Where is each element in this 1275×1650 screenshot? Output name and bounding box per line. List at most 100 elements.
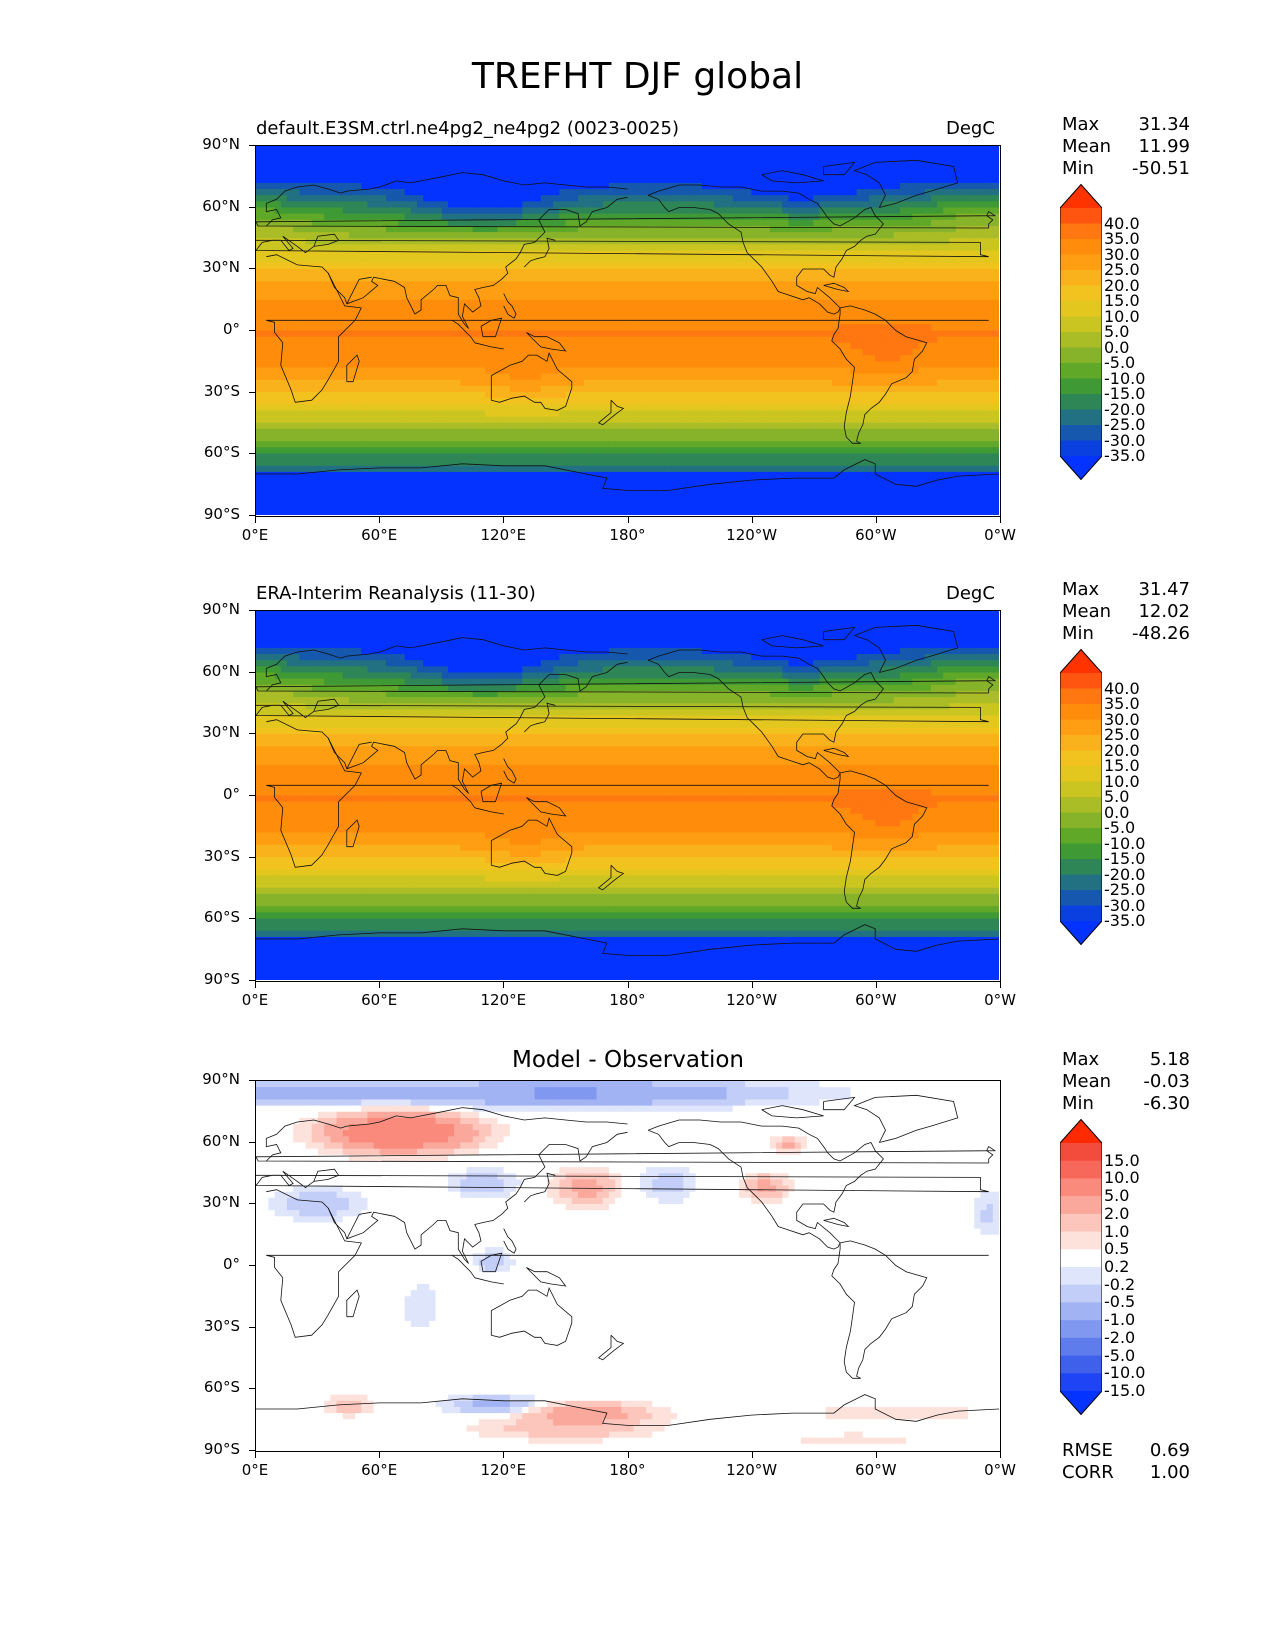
colorbar-tick-label: -30.0 — [1104, 432, 1145, 449]
lon-tick-label: 60°W — [836, 1461, 916, 1479]
lon-tick — [1000, 517, 1001, 523]
lon-tick — [751, 1452, 753, 1458]
colorbar-segment — [1060, 859, 1102, 876]
coastline — [480, 782, 503, 803]
colorbar-segment — [1060, 1302, 1102, 1321]
colorbar-segment — [1060, 1196, 1102, 1215]
lat-tick — [249, 453, 255, 455]
colorbar-segment — [1060, 843, 1102, 860]
colorbar-outline — [1060, 184, 1102, 480]
max-label: Max — [1062, 114, 1099, 136]
lon-tick-label: 120°W — [712, 526, 792, 544]
colorbar-tick-label: -35.0 — [1104, 448, 1145, 464]
min-value: -48.26 — [1132, 623, 1190, 645]
colorbar-tick-label: -2.0 — [1104, 1329, 1135, 1346]
coastline — [823, 1096, 856, 1111]
colorbar-outline — [1060, 649, 1102, 945]
colorbar-segment — [1060, 440, 1102, 457]
colorbar-segment — [1060, 1320, 1102, 1339]
colorbar-tick-label: -5.0 — [1104, 355, 1135, 371]
colorbar-tick-label: -10.0 — [1104, 370, 1145, 387]
lon-tick-label: 120°W — [712, 1461, 792, 1479]
lat-tick-label: 30°S — [180, 1317, 240, 1335]
colorbar-segment — [1060, 812, 1102, 829]
colorbar-segment — [1060, 688, 1102, 705]
max-value: 31.47 — [1138, 579, 1190, 601]
lon-tick — [503, 517, 505, 523]
panel-model: default.E3SM.ctrl.ne4pg2_ne4pg2 (0023-00… — [0, 114, 1275, 578]
colorbar-tick-label: 10.0 — [1104, 773, 1140, 790]
panel-diff-title: Model - Observation — [255, 1047, 1001, 1073]
lon-tick-label: 120°W — [712, 991, 792, 1009]
coastline — [526, 332, 567, 352]
coastline — [853, 159, 959, 208]
coastline — [526, 1267, 567, 1287]
lon-tick-label: 120°E — [463, 1461, 543, 1479]
coastline — [597, 864, 625, 891]
coastlines — [256, 1094, 999, 1426]
colorbar-segment — [1060, 409, 1102, 426]
lat-tick-label: 30°S — [180, 847, 240, 865]
map-model — [255, 145, 1001, 517]
coastline — [823, 626, 856, 641]
lon-tick — [255, 1452, 256, 1458]
colorbar-segment — [1060, 1267, 1102, 1286]
lat-tick-label: 0° — [180, 320, 240, 338]
coastline — [823, 282, 850, 293]
lon-tick-label: 60°E — [339, 1461, 419, 1479]
colorbar-tick-label: 5.0 — [1104, 1188, 1129, 1204]
coastline — [346, 819, 360, 848]
colorbar-segment — [1060, 1284, 1102, 1304]
lon-tick-label: 0°E — [215, 526, 295, 544]
colorbar-tick-label: -0.5 — [1104, 1294, 1135, 1310]
coastline — [524, 237, 556, 268]
lat-tick-label: 90°S — [180, 505, 240, 523]
colorbar-segment — [1060, 223, 1102, 240]
colorbar-tick-label: -1.0 — [1104, 1312, 1135, 1328]
lat-tick — [249, 733, 255, 735]
colorbar-segment — [1060, 378, 1102, 395]
colorbar-extend-max — [1060, 649, 1102, 673]
map-diff — [255, 1080, 1001, 1452]
lon-tick — [751, 982, 753, 988]
coastline — [265, 1115, 397, 1162]
colorbar-tick-label: -5.0 — [1104, 820, 1135, 836]
colorbar-segment — [1060, 270, 1102, 287]
lon-tick-label: 60°W — [836, 991, 916, 1009]
min-value: -6.30 — [1143, 1093, 1190, 1115]
mean-label: Mean — [1062, 136, 1111, 158]
lat-tick-label: 0° — [180, 785, 240, 803]
colorbar-tick-label: 30.0 — [1104, 711, 1140, 728]
stats-obs: Max 31.47 Mean 12.02 Min -48.26 — [1062, 579, 1190, 645]
coastline — [853, 624, 959, 673]
lat-tick-label: 90°S — [180, 970, 240, 988]
lat-tick — [249, 1203, 255, 1205]
colorbar-tick-label: -15.0 — [1104, 386, 1145, 402]
lon-tick — [379, 517, 381, 523]
lon-tick-label: 0°W — [960, 526, 1040, 544]
lat-tick-label: 90°S — [180, 1440, 240, 1458]
lat-tick — [249, 795, 255, 796]
colorbar-tick-label: 25.0 — [1104, 262, 1140, 278]
colorbar-segment — [1060, 890, 1102, 907]
colorbar-diff — [1060, 1119, 1102, 1415]
colorbar-tick-label: -0.2 — [1104, 1276, 1135, 1293]
max-value: 31.34 — [1138, 114, 1190, 136]
colorbar-tick-label: 15.0 — [1104, 293, 1140, 309]
colorbar-tick-label: 20.0 — [1104, 742, 1140, 759]
lat-tick-label: 30°N — [180, 723, 240, 741]
lon-tick — [255, 517, 256, 523]
coastline — [831, 305, 928, 444]
lat-tick — [249, 206, 255, 208]
map-obs — [255, 610, 1001, 982]
colorbar-tick-label: -10.0 — [1104, 835, 1145, 852]
colorbar-segment — [1060, 332, 1102, 349]
max-value: 5.18 — [1150, 1049, 1190, 1071]
lon-tick-label: 60°E — [339, 526, 419, 544]
lon-tick — [255, 982, 256, 988]
coastline — [256, 676, 997, 694]
lon-tick-label: 0°W — [960, 1461, 1040, 1479]
colorbar-segment — [1060, 1231, 1102, 1250]
colorbar-segment — [1060, 301, 1102, 318]
max-label: Max — [1062, 1049, 1099, 1071]
